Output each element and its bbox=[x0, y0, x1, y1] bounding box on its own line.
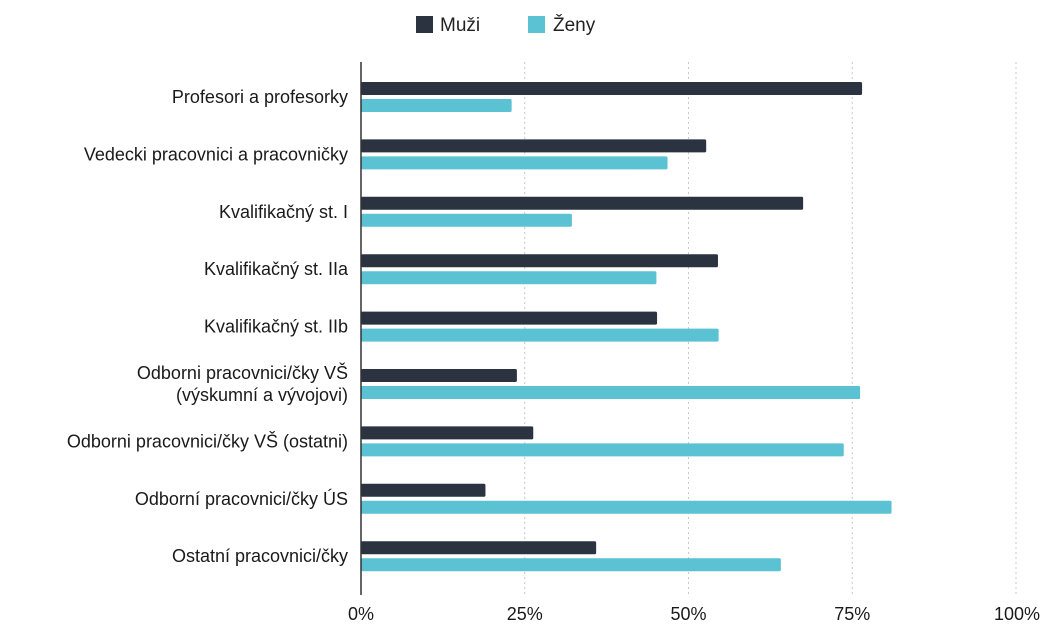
legend: Muži Ženy bbox=[416, 14, 596, 36]
bar-muzi-3 bbox=[361, 196, 804, 210]
bar-zeny-3 bbox=[361, 213, 572, 227]
category-label-7: Odborni pracovnici/čky VŠ (ostatni) bbox=[67, 430, 348, 451]
bar-muzi-1 bbox=[361, 82, 863, 95]
bar-zeny-8 bbox=[361, 500, 892, 514]
category-labels: Profesori a profesorky Vedecki pracovnici… bbox=[67, 87, 349, 566]
category-label-5: Kvalifikačný st. IIb bbox=[204, 317, 348, 337]
category-label-6-line-2: (výskumní a vývojovi) bbox=[176, 385, 348, 405]
bar-zeny-5 bbox=[361, 328, 719, 342]
x-tick-labels: 0% 25% 50% 75% 100% bbox=[348, 604, 1040, 624]
legend-swatch-2 bbox=[528, 16, 545, 33]
category-label-6-line-1: Odborni pracovnici/čky VŠ bbox=[137, 362, 348, 383]
category-label-8: Odborní pracovnici/čky ÚS bbox=[135, 488, 348, 509]
bar-muzi-5 bbox=[361, 311, 658, 325]
bar-muzi-4 bbox=[361, 254, 718, 268]
legend-swatch-1 bbox=[416, 16, 433, 33]
x-tick-label-75: 75% bbox=[834, 604, 870, 624]
bar-zeny-7 bbox=[361, 443, 844, 457]
legend-label-2: Ženy bbox=[553, 14, 596, 36]
x-tick-label-25: 25% bbox=[507, 604, 543, 624]
bar-zeny-1 bbox=[361, 99, 512, 112]
x-tick-label-100: 100% bbox=[994, 604, 1040, 624]
bar-muzi-9 bbox=[361, 541, 597, 555]
bars bbox=[361, 82, 892, 572]
bar-muzi-6 bbox=[361, 369, 517, 382]
legend-label-1: Muži bbox=[440, 15, 480, 36]
category-label-3: Kvalifikačný st. I bbox=[219, 202, 348, 222]
bar-muzi-8 bbox=[361, 483, 486, 497]
bar-zeny-4 bbox=[361, 271, 657, 285]
category-label-9: Ostatní pracovnici/čky bbox=[172, 546, 348, 566]
x-tick-label-50: 50% bbox=[670, 604, 706, 624]
bar-zeny-6 bbox=[361, 386, 861, 399]
category-label-1: Profesori a profesorky bbox=[172, 87, 348, 107]
gridlines bbox=[524, 62, 1017, 595]
bar-muzi-2 bbox=[361, 139, 707, 153]
bar-zeny-9 bbox=[361, 558, 781, 572]
bar-muzi-7 bbox=[361, 426, 534, 440]
x-tick-label-0: 0% bbox=[348, 604, 374, 624]
category-label-2: Vedecki pracovnici a pracovničky bbox=[84, 144, 348, 164]
bar-zeny-2 bbox=[361, 156, 668, 170]
category-label-4: Kvalifikačný st. IIa bbox=[204, 259, 349, 279]
